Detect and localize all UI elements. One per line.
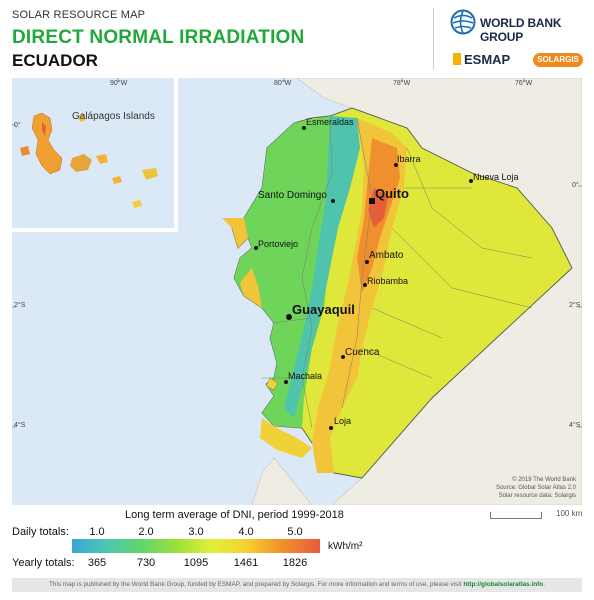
andean-slope-cloud-band — [284, 116, 360, 418]
world-bank-logo-text: WORLD BANK GROUP — [480, 16, 562, 44]
city-guayaquil: Guayaquil — [292, 302, 355, 317]
world-bank-globe-icon — [450, 9, 476, 35]
city-portoviejo: Portoviejo — [258, 239, 299, 249]
city-ibarra: Ibarra — [397, 154, 421, 164]
puna-island — [265, 377, 279, 391]
city-marker — [284, 380, 288, 384]
city-riobamba: Riobamba — [367, 276, 409, 286]
dni-map — [12, 78, 582, 505]
map-subtitle: SOLAR RESOURCE MAP — [12, 9, 146, 21]
esmap-mark-icon — [453, 53, 461, 65]
galapagos-label: Galápagos Islands — [72, 111, 155, 122]
yearly-tick: 730 — [136, 557, 156, 569]
city-marker — [394, 163, 398, 167]
lat-tick-2s-right: 2°S — [569, 302, 581, 309]
coastal-zone — [232, 116, 357, 428]
scale-bar — [490, 512, 542, 519]
daily-tick: 1.0 — [89, 526, 105, 538]
city-marker — [469, 179, 473, 183]
city-ambato: Ambato — [369, 250, 404, 261]
inset-lon-tick: 90°W — [110, 80, 128, 87]
city-marker — [363, 283, 367, 287]
credit-line-1: © 2019 The World Bank — [512, 477, 576, 483]
yearly-tick: 1826 — [282, 557, 308, 569]
city-marker — [329, 426, 333, 430]
map-title: DIRECT NORMAL IRRADIATION — [12, 27, 305, 48]
daily-tick: 2.0 — [138, 526, 154, 538]
city-marker — [331, 199, 335, 203]
lat-tick-2s-left: 2°S — [14, 302, 26, 309]
neighbour-land-south — [251, 457, 313, 505]
scale-label: 100 km — [556, 509, 583, 518]
footer-note: This map is published by the World Bank … — [12, 578, 582, 592]
city-marker — [286, 314, 292, 320]
footer-link[interactable]: http://globalsolaratlas.info — [463, 581, 544, 588]
solargis-logo: SOLARGIS — [533, 53, 583, 67]
city-loja: Loja — [334, 416, 352, 426]
lat-tick-0-right: 0° — [572, 182, 579, 189]
daily-totals-label: Daily totals: — [12, 526, 69, 538]
province-borders — [262, 115, 533, 429]
footer-text: This map is published by the World Bank … — [49, 581, 462, 588]
city-marker — [254, 246, 258, 250]
daily-tick: 3.0 — [188, 526, 204, 538]
lat-tick-4s-left: 4°S — [14, 422, 26, 429]
daily-tick: 4.0 — [238, 526, 254, 538]
footer-end: . — [543, 581, 545, 588]
credit-line-2: Source: Global Solar Atlas 2.0 — [495, 485, 576, 491]
city-santo-domingo: Santo Domingo — [258, 190, 327, 201]
legend-title: Long term average of DNI, period 1999-20… — [125, 509, 344, 521]
yearly-tick: 1461 — [233, 557, 259, 569]
dry-coast-zone — [222, 218, 262, 308]
city-cuenca: Cuenca — [345, 347, 380, 358]
daily-tick: 5.0 — [287, 526, 303, 538]
credit-line-3: Solar resource data: Solargis — [498, 493, 576, 499]
lon-tick-78w: 78°W — [393, 80, 411, 87]
galapagos-islands-shapes — [20, 112, 158, 208]
city-nueva-loja: Nueva Loja — [473, 172, 519, 182]
city-marker — [341, 355, 345, 359]
legend-unit: kWh/m² — [328, 541, 363, 552]
esmap-logo: ESMAP — [464, 52, 511, 67]
city-marker — [302, 126, 306, 130]
dni-color-scale — [72, 539, 320, 553]
capital-marker — [369, 198, 375, 204]
lat-tick-4s-right: 4°S — [569, 422, 581, 429]
yearly-tick: 365 — [87, 557, 107, 569]
graticule-ticks — [12, 78, 582, 428]
city-quito: Quito — [375, 186, 409, 201]
country-name: ECUADOR — [12, 51, 98, 70]
inset-lat-tick: 0° — [14, 122, 21, 129]
lon-tick-80w: 80°W — [274, 80, 292, 87]
southern-coast-zone — [260, 418, 312, 458]
city-machala: Machala — [288, 371, 323, 381]
header-divider — [433, 8, 434, 70]
lon-tick-76w: 76°W — [515, 80, 533, 87]
city-marker — [365, 260, 369, 264]
yearly-tick: 1095 — [183, 557, 209, 569]
yearly-totals-label: Yearly totals: — [12, 557, 75, 569]
city-esmeraldas: Esmeraldas — [306, 117, 354, 127]
